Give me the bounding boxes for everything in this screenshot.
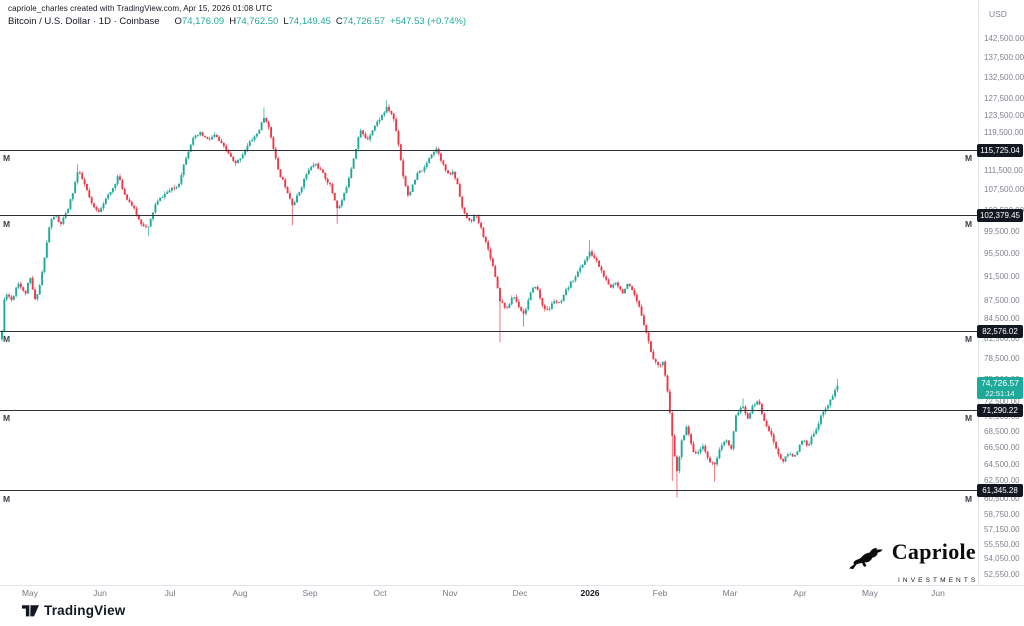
level-price-badge: 61,345.28: [977, 484, 1023, 498]
level-marker-left: M: [3, 153, 11, 164]
level-price-badge: 71,290.22: [977, 403, 1023, 417]
time-axis-tick: Apr: [793, 588, 807, 598]
capriole-horse-icon: [849, 547, 883, 570]
time-axis-tick: Nov: [442, 588, 458, 598]
close-value: 74,726.57: [342, 16, 386, 27]
last-price-badge: 74,726.57 22:51:14: [977, 377, 1023, 399]
tradingview-wordmark: TradingView: [44, 603, 126, 618]
horizontal-level-line[interactable]: [0, 330, 978, 332]
level-marker-right: M: [965, 153, 973, 164]
price-axis-tick: 142,500.00: [984, 33, 1024, 43]
price-axis-tick: 119,500.00: [984, 128, 1024, 138]
price-axis-tick: 60,500.00: [984, 493, 1020, 503]
price-axis-tick: 99,500.00: [984, 226, 1020, 236]
level-marker-right: M: [965, 413, 973, 424]
time-axis-tick: Dec: [512, 588, 528, 598]
price-axis-tick: 72,500.00: [984, 396, 1020, 406]
time-axis-tick: Feb: [652, 588, 668, 598]
time-axis-tick: Mar: [722, 588, 738, 598]
level-marker-right: M: [965, 218, 973, 229]
price-axis-tick: 137,500.00: [984, 53, 1024, 63]
price-axis-tick: 91,500.00: [984, 271, 1020, 281]
price-axis-tick: 127,500.00: [984, 93, 1024, 103]
level-marker-right: M: [965, 334, 973, 345]
bar-countdown: 22:51:14: [985, 389, 1015, 398]
price-axis-currency: USD: [989, 9, 1007, 19]
price-axis-tick: 84,500.00: [984, 314, 1020, 324]
price-axis-tick: 107,500.00: [984, 185, 1024, 195]
price-axis-tick: 111,500.00: [984, 165, 1023, 175]
level-marker-left: M: [3, 413, 11, 424]
price-axis-tick: 81,500.00: [984, 333, 1020, 343]
price-axis-tick: 123,500.00: [984, 110, 1024, 120]
tradingview-logo[interactable]: TradingView: [22, 603, 125, 618]
price-axis-tick: 87,500.00: [984, 295, 1020, 305]
symbol-title[interactable]: Bitcoin / U.S. Dollar · 1D · Coinbase: [8, 16, 160, 27]
open-label: O: [174, 16, 182, 27]
price-axis[interactable]: USD 142,500.00 137,500.00 132,500.00 127,50…: [978, 0, 1024, 598]
time-axis-tick: May: [21, 588, 39, 598]
level-marker-right: M: [965, 493, 973, 504]
time-axis-tick: May: [861, 588, 879, 598]
low-label: L: [283, 16, 289, 27]
level-price-badge: 82,576.02: [977, 324, 1023, 338]
time-axis[interactable]: May Jun Jul Aug Sep Oct Nov Dec 2026 Feb Mar Apr May…: [0, 585, 1024, 599]
time-axis-tick: Jul: [164, 588, 176, 598]
horizontal-level-line[interactable]: [0, 409, 978, 411]
chart-header: capriole_charles created with TradingVie…: [8, 4, 466, 27]
horizontal-level-line[interactable]: [0, 490, 978, 492]
ohlc-readout: O74,176.09 H74,762.50 L74,149.45 C74,726.57…: [170, 16, 467, 27]
price-axis-tick: 78,500.00: [984, 354, 1020, 364]
capriole-subtitle: INVESTMENTS: [898, 577, 979, 584]
horizontal-level-line[interactable]: [0, 215, 978, 217]
time-axis-tick: Oct: [373, 588, 387, 598]
price-axis-tick: 132,500.00: [984, 72, 1024, 82]
price-axis-tick: 62,500.00: [984, 476, 1020, 486]
time-axis-tick: 2026: [580, 588, 600, 598]
close-label: C: [335, 16, 343, 27]
low-value: 74,149.45: [288, 16, 331, 27]
level-price-badge: 102,379.45: [977, 209, 1023, 223]
level-marker-left: M: [3, 493, 11, 504]
level-price-badge: 115,725.04: [977, 143, 1023, 157]
time-axis-tick: Jun: [93, 588, 107, 598]
chart-pane[interactable]: M M M M M M M M M M: [0, 0, 978, 585]
price-axis-tick: 64,500.00: [984, 459, 1020, 469]
open-value: 74,176.09: [181, 16, 225, 27]
price-axis-tick: 95,500.00: [984, 248, 1020, 258]
time-axis-tick: Aug: [232, 588, 248, 598]
time-axis-tick: Sep: [302, 588, 318, 598]
price-axis-tick: 57,150.00: [984, 524, 1020, 534]
level-marker-left: M: [3, 334, 11, 345]
capriole-logo: Capriole INVESTMENTS: [846, 540, 976, 584]
price-axis-tick: 55,550.00: [984, 539, 1020, 549]
horizontal-level-line[interactable]: [0, 149, 978, 151]
candlestick-series[interactable]: [0, 0, 978, 585]
symbol-line: Bitcoin / U.S. Dollar · 1D · Coinbase O74…: [8, 16, 466, 27]
price-axis-tick: 66,500.00: [984, 443, 1020, 453]
price-axis-tick: 68,500.00: [984, 427, 1020, 437]
price-axis-tick: 52,550.00: [984, 569, 1020, 579]
credit-line: capriole_charles created with TradingVie…: [8, 4, 273, 13]
capriole-wordmark: Capriole: [891, 539, 976, 564]
level-marker-left: M: [3, 218, 11, 229]
tradingview-mark-icon: [22, 604, 39, 616]
last-price-value: 74,726.57: [981, 378, 1019, 388]
change-value: +547.53 (+0.74%): [390, 16, 467, 27]
price-axis-tick: 58,750.00: [984, 509, 1020, 519]
time-axis-tick: Jun: [931, 588, 945, 598]
price-axis-tick: 54,050.00: [984, 554, 1020, 564]
high-label: H: [229, 16, 237, 27]
high-value: 74,762.50: [236, 16, 279, 27]
